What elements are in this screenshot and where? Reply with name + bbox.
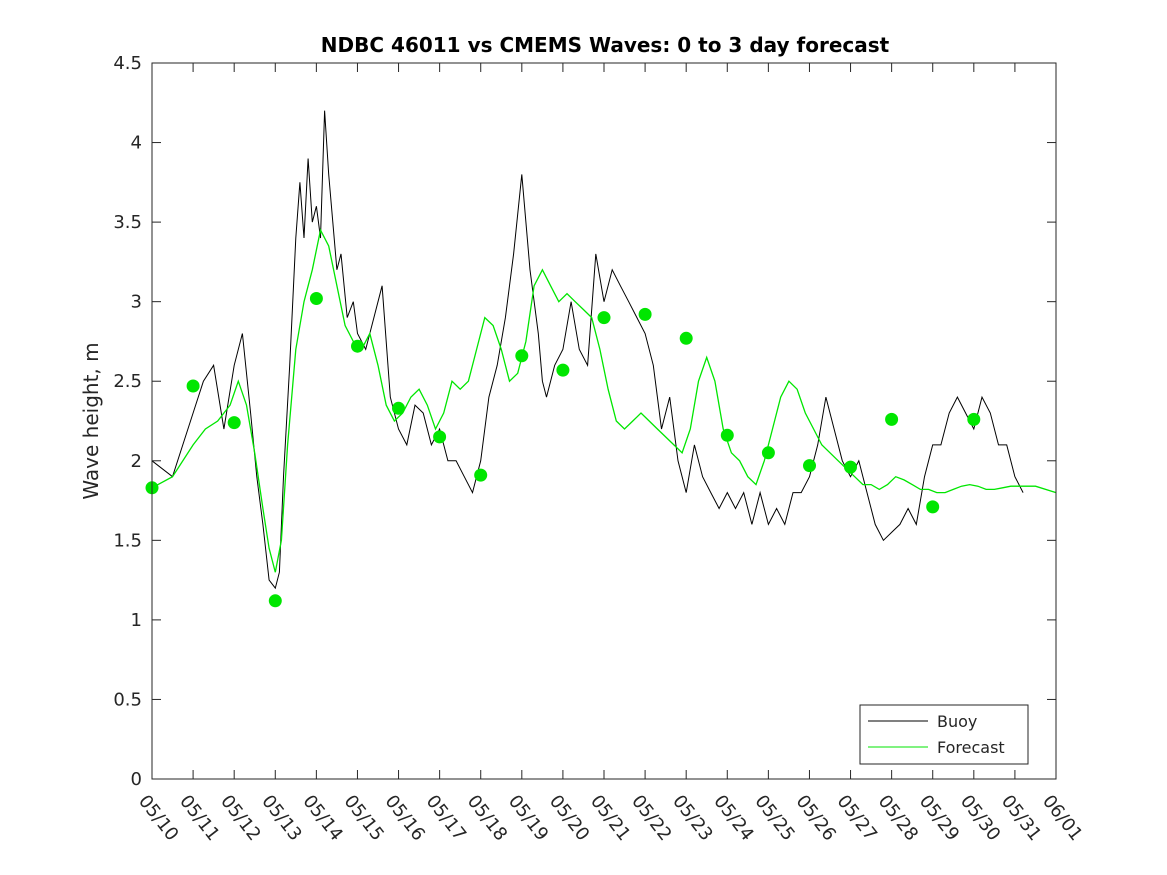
plot-area [152,63,1056,779]
series-buoy-line [151,110,1024,590]
legend-label-forecast: Forecast [937,738,1005,757]
forecast-point [720,428,734,442]
x-tick-label: 05/22 [627,791,675,845]
x-tick-label: 05/11 [175,791,223,845]
x-tick-label: 05/14 [298,791,346,845]
x-tick-label: 05/30 [956,791,1004,845]
forecast-point [433,430,447,444]
y-tick-label: 0 [131,769,142,790]
y-tick-label: 3 [131,292,142,313]
x-tick-label: 05/10 [134,791,182,845]
forecast-point [967,412,981,426]
forecast-point [679,331,693,345]
legend-box [859,704,1029,765]
forecast-point [638,307,652,321]
legend: Buoy Forecast [859,704,1029,765]
x-tick-label: 05/25 [750,791,798,845]
y-tick-label: 1 [131,610,142,631]
x-tick-label: 05/15 [340,791,388,845]
y-tick-label: 2 [131,451,142,472]
forecast-point [351,339,364,353]
x-tick-label: 05/23 [668,791,716,845]
y-tick-label: 1.5 [113,530,142,551]
forecast-point [227,416,241,430]
chart-title: NDBC 46011 vs CMEMS Waves: 0 to 3 day fo… [321,33,890,57]
forecast-point [844,460,857,474]
x-tick-label: 05/27 [833,791,881,845]
y-tick-label: 4.5 [113,53,142,74]
x-tick-label: 05/29 [915,791,963,845]
plot-background [152,63,1056,779]
forecast-point [885,412,899,426]
y-tick-label: 3.5 [113,212,142,233]
forecast-point [474,468,488,482]
forecast-point [309,292,323,305]
series-forecast-line [151,228,1057,573]
forecast-point [392,401,405,415]
forecast-point [761,446,775,460]
x-tick-label: 05/12 [216,791,264,845]
x-tick-label: 05/31 [997,791,1045,845]
legend-label-buoy: Buoy [937,712,977,731]
y-tick-label: 2.5 [113,371,142,392]
x-tick-label: 05/13 [257,791,305,845]
y-tick-label: 0.5 [113,689,142,710]
x-tick-label: 05/18 [463,791,511,845]
forecast-point [186,379,200,393]
y-axis-label: Wave height, m [79,342,103,499]
x-tick-label: 05/21 [586,791,634,845]
x-tick-label: 06/01 [1038,791,1086,845]
x-tick-label: 05/20 [545,791,593,845]
forecast-point [268,594,282,608]
series-layer [145,110,1057,608]
forecast-point [515,349,529,363]
y-tick-label: 4 [131,133,142,154]
forecast-point [803,459,816,473]
x-tick-label: 05/28 [874,791,922,845]
x-tick-label: 05/16 [381,791,429,845]
forecast-point [597,311,611,325]
forecast-point [556,363,570,377]
x-tick-label: 05/17 [422,791,470,845]
forecast-point [926,500,940,514]
x-tick-label: 05/26 [792,791,840,845]
x-tick-label: 05/24 [709,791,757,845]
x-tick-label: 05/19 [504,791,552,845]
